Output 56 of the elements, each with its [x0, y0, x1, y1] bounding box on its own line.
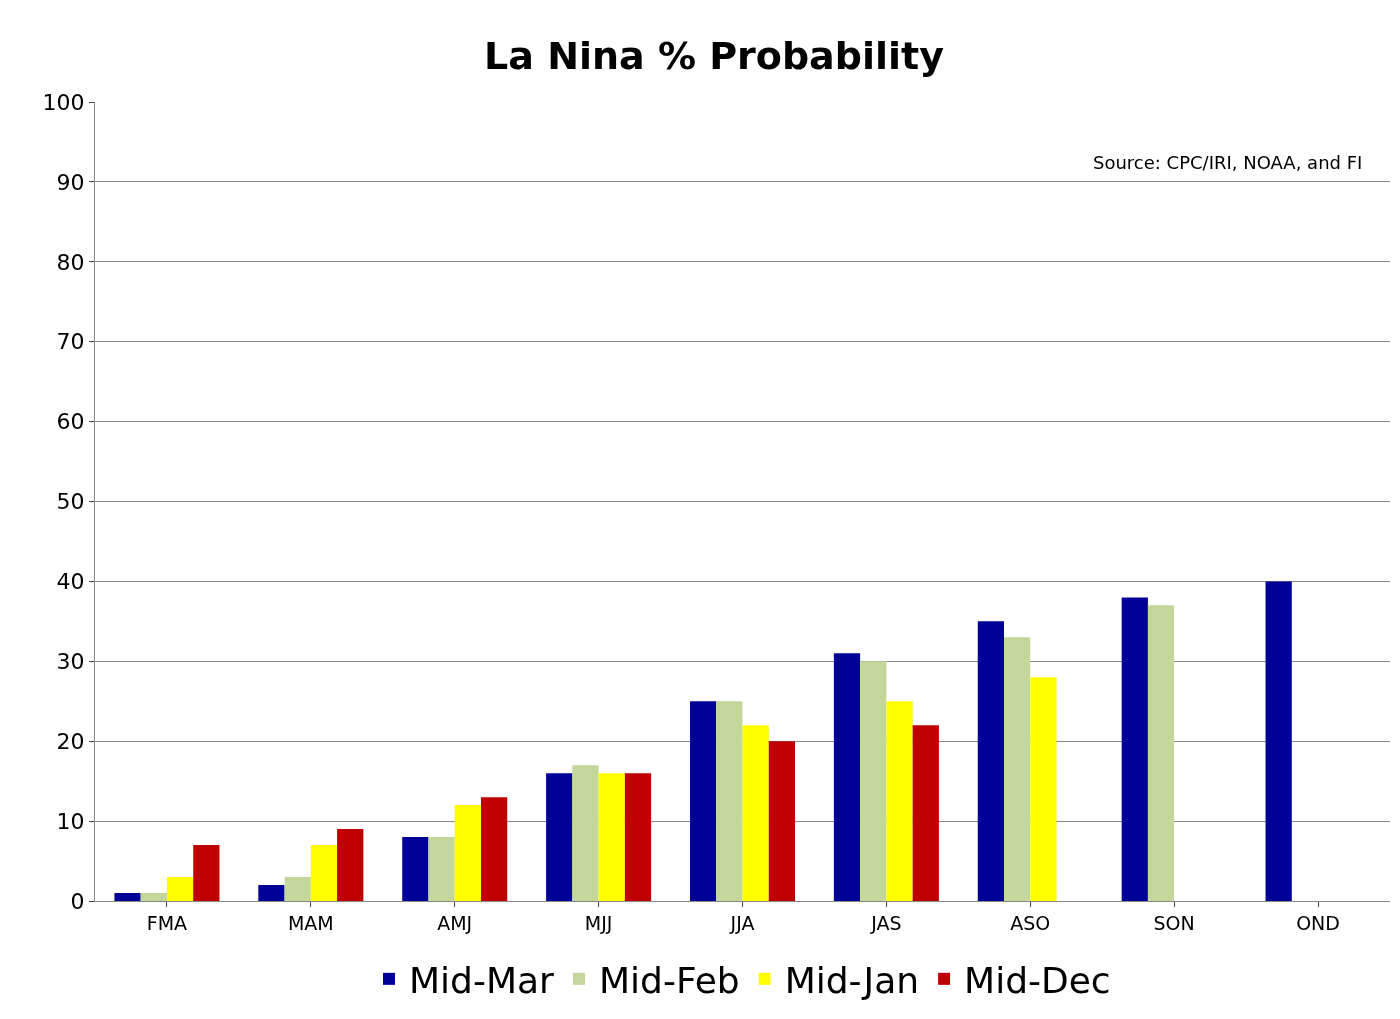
- bar: [598, 773, 625, 901]
- bar: [689, 701, 717, 901]
- chart-title: La Nina % Probability: [484, 34, 945, 79]
- bar: [860, 661, 887, 901]
- bar: [140, 893, 167, 901]
- bar: [1030, 677, 1057, 901]
- bar: [716, 701, 743, 901]
- bar: [768, 741, 796, 901]
- bar: [193, 845, 220, 901]
- x-tick-label: JJA: [729, 911, 755, 934]
- x-tick-label: FMA: [146, 911, 188, 934]
- legend-label: Mid-Mar: [409, 959, 555, 1001]
- bar: [480, 797, 508, 901]
- bar: [572, 765, 599, 901]
- y-tick-label: 90: [56, 169, 85, 195]
- y-tick-label: 10: [56, 808, 85, 834]
- bar: [1004, 637, 1031, 901]
- bar: [1265, 581, 1292, 901]
- x-tick-label: ASO: [1010, 911, 1051, 934]
- y-tick-label: 20: [56, 728, 85, 754]
- bar: [258, 885, 285, 901]
- legend-label: Mid-Feb: [599, 959, 740, 1001]
- legend-label: Mid-Jan: [784, 959, 920, 1001]
- y-tick-label: 70: [56, 329, 85, 355]
- y-tick-label: 60: [56, 409, 85, 435]
- y-tick-label: 40: [56, 569, 85, 595]
- x-tick-label: JAS: [870, 911, 902, 934]
- bar: [454, 805, 481, 901]
- y-tick-label: 80: [56, 249, 85, 275]
- x-tick-label: SON: [1153, 911, 1195, 934]
- bar: [114, 893, 141, 901]
- x-tick-label: AMJ: [437, 911, 473, 934]
- y-tick-label: 100: [42, 89, 85, 115]
- bar: [166, 877, 194, 901]
- x-tick-label: MJJ: [584, 911, 613, 934]
- bar: [742, 725, 769, 901]
- bar: [1121, 597, 1148, 901]
- bar: [428, 837, 455, 901]
- legend-label: Mid-Dec: [964, 959, 1111, 1001]
- x-tick-label: OND: [1296, 911, 1340, 934]
- bar: [886, 701, 913, 901]
- bar: [284, 877, 311, 901]
- bar: [402, 837, 429, 901]
- y-tick-label: 0: [70, 888, 85, 914]
- bar: [833, 653, 861, 901]
- y-tick-label: 50: [56, 489, 85, 515]
- bar: [546, 773, 573, 901]
- bar: [977, 621, 1005, 901]
- y-tick-label: 30: [56, 649, 85, 674]
- bar: [912, 725, 939, 901]
- bar: [310, 845, 338, 901]
- bar: [337, 829, 364, 901]
- annotation: Source: CPC/IRI, NOAA, and FI: [1093, 152, 1363, 173]
- x-tick-label: MAM: [287, 911, 334, 934]
- bar: [1147, 605, 1175, 901]
- bar: [624, 773, 652, 901]
